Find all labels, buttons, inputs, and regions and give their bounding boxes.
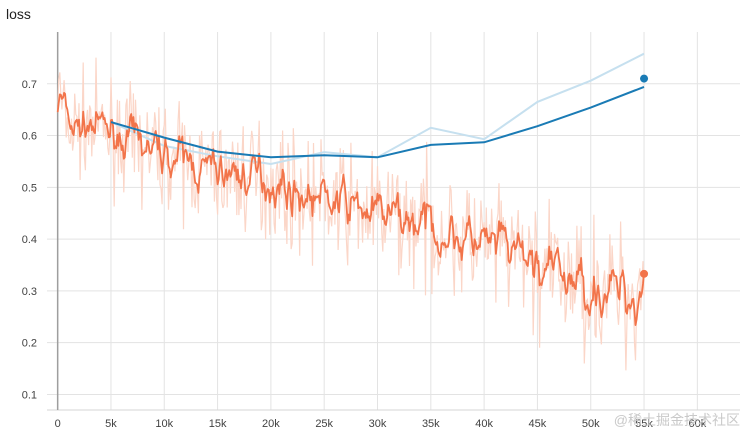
x-tick-label: 20k: [262, 418, 280, 430]
x-tick-label: 50k: [582, 418, 600, 430]
x-tick-label: 25k: [315, 418, 333, 430]
x-tick-label: 5k: [105, 418, 117, 430]
series-layer: [56, 52, 649, 371]
y-tick-label: 0.4: [22, 234, 37, 246]
y-tick-label: 0.1: [22, 389, 37, 401]
x-tick-label: 45k: [529, 418, 547, 430]
tick-labels: 0 5k 10k 15k 20k 25k 30k 35k 40k 45k 50k 55k 60k 0.1 0…: [22, 79, 707, 430]
watermark: @稀土掘金技术社区: [613, 412, 740, 428]
x-tick-label: 35k: [422, 418, 440, 430]
chart-title: loss: [6, 6, 31, 22]
x-tick-label: 15k: [209, 418, 227, 430]
x-tick-label: 55k: [635, 418, 653, 430]
val_smoothed-end-marker[interactable]: [640, 74, 649, 83]
x-tick-label: 0: [55, 418, 61, 430]
train_smoothed-end-marker[interactable]: [640, 269, 649, 278]
y-tick-label: 0.7: [22, 79, 37, 91]
x-tick-label: 60k: [688, 418, 706, 430]
x-tick-label: 40k: [475, 418, 493, 430]
y-tick-label: 0.3: [22, 286, 37, 298]
y-tick-label: 0.6: [22, 131, 37, 143]
val-smoothed-line: [110, 85, 645, 159]
y-tick-label: 0.5: [22, 182, 37, 194]
x-tick-label: 30k: [369, 418, 387, 430]
x-tick-label: 10k: [155, 418, 173, 430]
train-smoothed-line: [56, 92, 645, 326]
y-tick-label: 0.2: [22, 338, 37, 350]
